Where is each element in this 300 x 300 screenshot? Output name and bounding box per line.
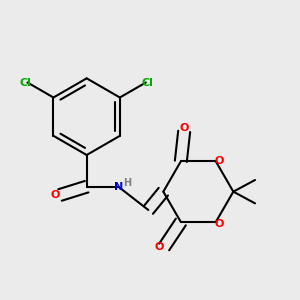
Text: N: N (114, 182, 123, 192)
Text: Cl: Cl (142, 77, 153, 88)
Text: H: H (124, 178, 132, 188)
Text: Cl: Cl (20, 77, 32, 88)
Text: O: O (214, 156, 224, 167)
Text: O: O (50, 190, 60, 200)
Text: O: O (154, 242, 164, 252)
Text: O: O (179, 123, 189, 133)
Text: O: O (214, 219, 224, 229)
